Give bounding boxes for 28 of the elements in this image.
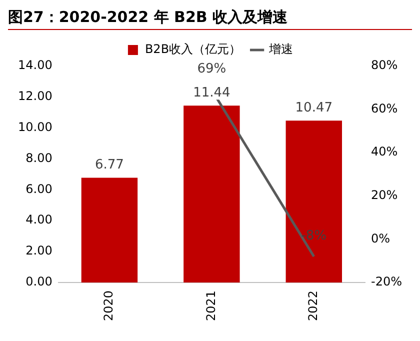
data-label: 6.77 (94, 158, 124, 173)
y2-tick-label: 40% (371, 144, 398, 159)
y2-tick-label: -20% (371, 274, 402, 289)
y2-tick-label: 60% (371, 101, 398, 116)
data-label: 11.44 (193, 85, 230, 100)
y2-tick-label: 80% (371, 58, 398, 72)
data-label: -8% (301, 228, 327, 244)
y-tick-label: 12.00 (18, 89, 52, 104)
y-tick-label: 4.00 (26, 212, 52, 227)
x-tick-label: 2021 (204, 290, 218, 322)
x-tick-label: 2020 (102, 290, 116, 322)
bar (184, 106, 240, 282)
y-tick-label: 10.00 (18, 120, 52, 134)
y2-tick-label: 20% (371, 188, 398, 202)
y-tick-label: 6.00 (26, 182, 52, 196)
y-tick-label: 8.00 (26, 150, 52, 165)
data-label: 69% (197, 62, 226, 77)
legend-label: 增速 (268, 42, 294, 56)
x-tick-label: 2022 (306, 290, 320, 322)
bar (286, 120, 342, 282)
legend-label: B2B收入（亿元） (144, 42, 242, 56)
y-tick-label: 14.00 (18, 58, 52, 72)
y-tick-label: 0.00 (26, 274, 52, 289)
bar (81, 178, 138, 282)
chart-title: 图27：2020-2022 年 B2B 收入及增速 (8, 8, 412, 30)
y2-tick-label: 0% (371, 231, 390, 246)
y-tick-label: 2.00 (26, 244, 52, 258)
data-label: 10.47 (295, 100, 332, 116)
